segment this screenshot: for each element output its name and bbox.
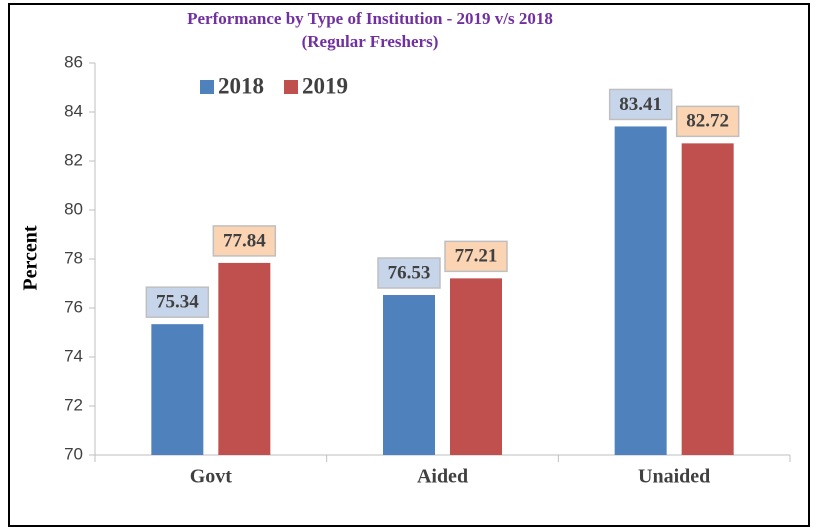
data-label-box bbox=[145, 286, 210, 318]
bar bbox=[151, 324, 204, 455]
x-tick-label: Aided bbox=[417, 466, 468, 488]
data-label: 77.84 bbox=[223, 230, 266, 251]
data-label-box bbox=[212, 225, 277, 257]
y-tick-label: 80 bbox=[64, 199, 83, 218]
y-tick-label: 82 bbox=[64, 150, 83, 169]
legend-label: 2018 bbox=[218, 73, 264, 98]
y-tick-label: 84 bbox=[64, 101, 83, 120]
chart-subtitle: (Regular Freshers) bbox=[302, 32, 439, 51]
x-tick-label: Govt bbox=[190, 466, 233, 488]
legend-label: 2019 bbox=[302, 73, 348, 98]
chart-title: Performance by Type of Institution - 201… bbox=[187, 9, 553, 28]
data-label: 83.41 bbox=[619, 94, 662, 115]
y-tick-label: 76 bbox=[64, 297, 83, 316]
data-label: 75.34 bbox=[156, 292, 199, 313]
data-label: 82.72 bbox=[686, 111, 729, 132]
bar bbox=[383, 295, 435, 455]
y-tick-label: 86 bbox=[64, 52, 83, 71]
x-tick-label: Unaided bbox=[638, 466, 710, 488]
data-label-box bbox=[377, 257, 441, 289]
data-label: 76.53 bbox=[388, 262, 431, 283]
bar bbox=[681, 143, 734, 456]
data-label-box bbox=[675, 105, 740, 138]
y-tick-label: 70 bbox=[64, 444, 83, 463]
data-label-box bbox=[444, 240, 508, 273]
bar bbox=[614, 126, 667, 455]
y-tick-label: 78 bbox=[64, 248, 83, 267]
data-label: 77.21 bbox=[455, 246, 498, 267]
legend-swatch bbox=[284, 80, 298, 94]
bar bbox=[218, 262, 271, 455]
data-label-box bbox=[608, 88, 673, 121]
legend-swatch bbox=[200, 80, 214, 94]
y-tick-label: 74 bbox=[64, 346, 83, 365]
y-tick-label: 72 bbox=[64, 395, 83, 414]
bar bbox=[450, 278, 502, 455]
y-axis-label: Percent bbox=[20, 225, 42, 290]
